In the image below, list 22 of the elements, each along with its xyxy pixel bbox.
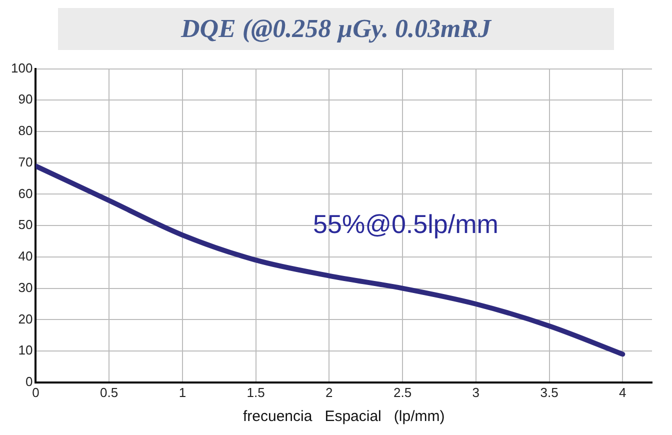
y-tick-label: 20	[18, 311, 33, 326]
y-tick-label: 40	[18, 248, 33, 264]
y-tick-label: 10	[18, 342, 33, 358]
x-tick-label: 2	[326, 384, 333, 400]
y-tick-label: 30	[18, 280, 33, 295]
x-tick-label: 4	[619, 384, 626, 400]
y-tick-label: 0	[25, 374, 33, 389]
x-tick-label: 0.5	[100, 384, 118, 400]
x-tick-label: 2.5	[394, 384, 412, 400]
x-axis-title: frecuencia Espacial (lp/mm)	[242, 408, 445, 426]
annotation: 55%@0.5lp/mm	[313, 208, 498, 239]
x-tick-label: 1	[178, 384, 186, 400]
y-tick-label: 80	[18, 123, 33, 138]
x-tick-label: 1.5	[246, 384, 265, 400]
chart-title: DQE (@0.258 µGy. 0.03mRJ	[58, 8, 614, 50]
y-tick-label: 90	[18, 92, 33, 107]
y-tick-label: 70	[18, 154, 33, 170]
y-tick-label: 50	[18, 217, 33, 232]
x-tick-label: 3	[472, 384, 480, 400]
x-tick-label: 3.5	[540, 384, 558, 400]
y-tick-label: 100	[10, 60, 33, 76]
y-tick-label: 60	[18, 186, 33, 201]
